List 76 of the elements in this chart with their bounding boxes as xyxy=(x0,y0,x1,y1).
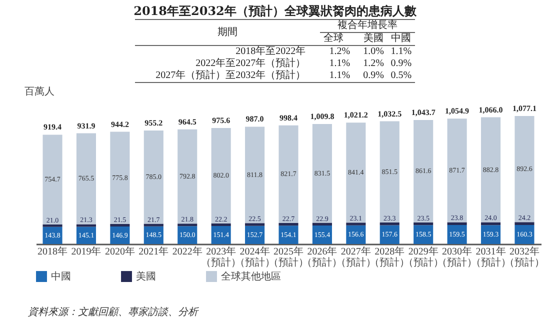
bar xyxy=(76,224,96,227)
x-tick-label: 2019年 xyxy=(71,246,102,258)
bar xyxy=(144,224,164,226)
x-tick-label: 2021年 xyxy=(138,246,169,258)
x-tick-label: 全球 xyxy=(322,32,345,46)
bar xyxy=(42,134,62,224)
bar xyxy=(312,124,332,223)
bar xyxy=(346,222,366,226)
y-tick-label: 2018年至2022年 xyxy=(234,46,307,58)
bar xyxy=(178,224,198,226)
bar xyxy=(211,226,231,244)
bar xyxy=(514,222,534,225)
y-axis-title: 百萬人 xyxy=(24,86,54,98)
bar xyxy=(278,125,298,223)
data-label: 0.9% xyxy=(390,58,413,70)
x-tick-label: 中國 xyxy=(390,32,412,46)
total-label: 1,066.0 xyxy=(478,105,503,114)
x-tick-label: 2020年 xyxy=(104,246,135,258)
bar xyxy=(480,222,501,226)
bar xyxy=(380,121,400,222)
bar xyxy=(211,128,231,224)
data-label: 1.1% xyxy=(390,46,413,58)
data-label: 1.2% xyxy=(328,46,352,58)
x-tick-label: 美國 xyxy=(362,32,385,46)
data-label: 0.9% xyxy=(362,70,385,82)
bar xyxy=(144,130,164,224)
bar xyxy=(42,224,62,227)
x-axis-title: 複合年增長率 xyxy=(320,20,415,32)
bar xyxy=(312,222,332,226)
bar xyxy=(178,129,198,224)
data-label: 1.2% xyxy=(362,58,385,70)
total-label: 931.9 xyxy=(77,121,96,130)
chart-title: 2018年至2032年（預計）全球翼狀胬肉的患病人數 xyxy=(132,3,418,19)
total-label: 955.2 xyxy=(144,118,163,128)
bar xyxy=(278,226,298,244)
source-note: 資料來源：文獻回顧、專家訪談、分析 xyxy=(28,306,198,319)
data-label: 0.5% xyxy=(390,70,413,82)
total-label: 1,032.5 xyxy=(378,109,402,118)
legend-label: 全球其他地區 xyxy=(221,270,281,283)
y-tick-label: 2022年至2027年（預計） xyxy=(194,58,307,70)
total-label: 987.0 xyxy=(246,114,264,124)
total-label: 975.6 xyxy=(212,116,230,126)
total-label: 944.2 xyxy=(110,120,129,129)
total-label: 998.4 xyxy=(280,113,298,122)
data-label: 1.0% xyxy=(362,46,385,58)
total-label: 1,043.7 xyxy=(411,108,436,117)
total-label: 964.5 xyxy=(178,117,196,126)
total-label: 1,021.2 xyxy=(344,110,368,120)
bar xyxy=(514,224,534,244)
bar xyxy=(514,116,534,222)
data-label: 1.1% xyxy=(328,58,352,70)
y-axis-title: 期間 xyxy=(135,20,320,46)
bar xyxy=(110,132,130,224)
bar xyxy=(380,222,400,226)
bar xyxy=(346,122,366,223)
bar xyxy=(245,223,265,226)
legend-label: 中國 xyxy=(51,270,71,283)
total-label: 1,054.9 xyxy=(445,106,470,116)
x-tick-label: 2022年 xyxy=(172,246,202,258)
bar xyxy=(42,226,62,244)
total-label: 1,009.8 xyxy=(310,112,334,121)
bar xyxy=(414,120,434,222)
bar xyxy=(110,224,130,227)
bar xyxy=(480,117,501,222)
x-tick-label: 2018年 xyxy=(38,246,68,258)
total-label: 1,077.1 xyxy=(512,104,536,113)
y-tick-label: 2027年（預計）至2032年（預計） xyxy=(154,70,307,82)
data-label: 1.1% xyxy=(328,70,352,82)
bar xyxy=(447,222,467,226)
bar xyxy=(447,118,467,222)
total-label: 919.4 xyxy=(44,122,62,132)
bar xyxy=(245,126,265,224)
bar xyxy=(76,133,96,224)
bar xyxy=(278,222,298,226)
bar xyxy=(211,223,231,226)
legend-label: 美國 xyxy=(136,270,156,283)
